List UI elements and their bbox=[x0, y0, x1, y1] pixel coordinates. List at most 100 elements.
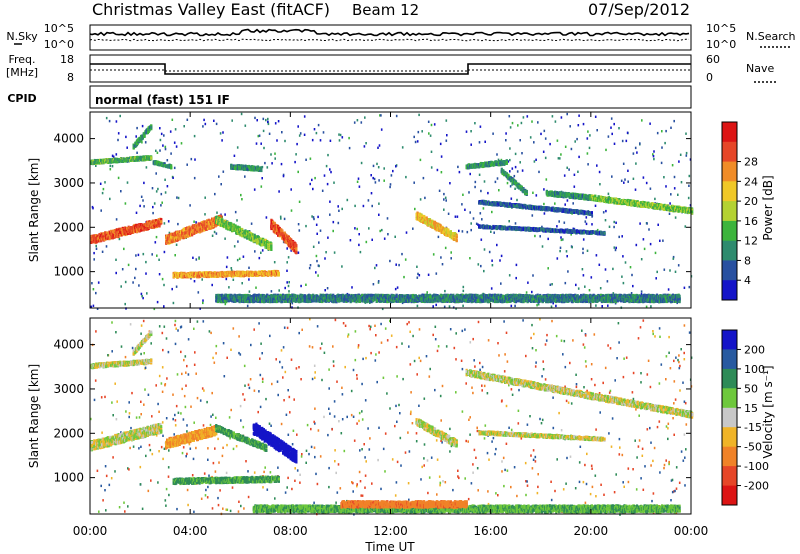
power-noise-cell bbox=[329, 214, 331, 216]
power-noise-cell bbox=[305, 225, 307, 227]
power-noise-cell bbox=[118, 177, 120, 179]
power-noise-cell bbox=[669, 213, 671, 215]
power-noise-cell bbox=[665, 185, 667, 187]
power-noise-cell bbox=[591, 223, 593, 225]
power-noise-cell bbox=[152, 206, 154, 208]
power-noise-cell bbox=[194, 135, 196, 137]
power-noise-cell bbox=[536, 194, 538, 196]
power-noise-cell bbox=[655, 277, 657, 279]
power-noise-cell bbox=[517, 170, 519, 172]
power-noise-cell bbox=[312, 188, 314, 190]
power-noise-cell bbox=[96, 248, 98, 250]
power-noise-cell bbox=[627, 132, 629, 134]
power-noise-cell bbox=[649, 123, 651, 125]
power-noise-cell bbox=[297, 171, 299, 173]
power-noise-cell bbox=[450, 257, 452, 259]
power-noise-cell bbox=[284, 140, 286, 142]
power-noise-cell bbox=[558, 157, 560, 159]
power-noise-cell bbox=[338, 133, 340, 135]
power-noise-cell bbox=[434, 123, 436, 125]
power-noise-cell bbox=[527, 115, 529, 117]
power-noise-cell bbox=[613, 221, 615, 223]
power-noise-cell bbox=[673, 258, 675, 260]
power-noise-cell bbox=[359, 186, 361, 188]
power-noise-cell bbox=[532, 214, 534, 216]
power-noise-cell bbox=[653, 150, 655, 152]
power-noise-cell bbox=[228, 286, 230, 288]
power-noise-cell bbox=[559, 157, 561, 159]
power-noise-cell bbox=[165, 148, 167, 150]
power-noise-cell bbox=[267, 121, 269, 123]
power-noise-cell bbox=[587, 163, 589, 165]
power-noise-cell bbox=[311, 179, 313, 181]
power-noise-cell bbox=[677, 194, 679, 196]
power-noise-cell bbox=[678, 160, 680, 162]
power-noise-cell bbox=[357, 119, 359, 121]
noise-right-tick-top: 10^5 bbox=[706, 22, 736, 35]
power-noise-cell bbox=[463, 286, 465, 288]
power-noise-cell bbox=[163, 284, 165, 286]
power-noise-cell bbox=[565, 282, 567, 284]
power-noise-cell bbox=[152, 187, 154, 189]
power-noise-cell bbox=[323, 131, 325, 133]
power-noise-cell bbox=[635, 162, 637, 164]
power-noise-cell bbox=[310, 158, 312, 160]
power-noise-cell bbox=[474, 186, 476, 188]
power-noise-cell bbox=[162, 144, 164, 146]
power-noise-cell bbox=[468, 191, 470, 193]
power-noise-cell bbox=[163, 134, 165, 136]
power-noise-cell bbox=[595, 205, 597, 207]
power-noise-cell bbox=[202, 125, 204, 127]
power-noise-cell bbox=[342, 136, 344, 138]
power-noise-cell bbox=[191, 158, 193, 160]
power-noise-cell bbox=[134, 277, 136, 279]
power-noise-cell bbox=[684, 287, 686, 289]
power-noise-cell bbox=[387, 233, 389, 235]
power-noise-cell bbox=[281, 131, 283, 133]
power-noise-cell bbox=[611, 175, 613, 177]
power-noise-cell bbox=[274, 261, 276, 263]
power-noise-cell bbox=[145, 141, 147, 143]
power-noise-cell bbox=[286, 247, 288, 249]
power-noise-cell bbox=[567, 199, 569, 201]
power-noise-cell bbox=[560, 153, 562, 155]
power-noise-cell bbox=[462, 230, 464, 232]
freq-unit-label: [MHz] bbox=[6, 66, 38, 79]
power-noise-cell bbox=[605, 219, 607, 221]
power-noise-cell bbox=[610, 127, 612, 129]
power-noise-cell bbox=[110, 168, 112, 170]
power-noise-cell bbox=[378, 214, 380, 216]
power-noise-cell bbox=[608, 193, 610, 195]
power-noise-cell bbox=[271, 290, 273, 292]
power-noise-cell bbox=[446, 140, 448, 142]
noise-left-tick-top: 10^5 bbox=[44, 22, 74, 35]
power-noise-cell bbox=[235, 211, 237, 213]
power-cell bbox=[143, 135, 145, 138]
power-noise-cell bbox=[329, 201, 331, 203]
power-noise-cell bbox=[423, 177, 425, 179]
power-noise-cell bbox=[122, 268, 124, 270]
power-noise-cell bbox=[318, 124, 320, 126]
power-noise-cell bbox=[389, 260, 391, 262]
power-noise-cell bbox=[534, 235, 536, 237]
power-noise-cell bbox=[564, 222, 566, 224]
power-noise-cell bbox=[535, 159, 537, 161]
power-noise-cell bbox=[635, 189, 637, 191]
power-noise-cell bbox=[545, 157, 547, 159]
power-noise-cell bbox=[557, 257, 559, 259]
power-noise-cell bbox=[470, 144, 472, 146]
power-noise-cell bbox=[194, 177, 196, 179]
power-noise-cell bbox=[156, 236, 158, 238]
power-noise-cell bbox=[358, 178, 360, 180]
power-noise-cell bbox=[413, 136, 415, 138]
power-noise-cell bbox=[681, 181, 683, 183]
power-noise-cell bbox=[498, 189, 500, 191]
power-noise-cell bbox=[363, 205, 365, 207]
power-noise-cell bbox=[378, 166, 380, 168]
power-noise-cell bbox=[583, 123, 585, 125]
power-noise-cell bbox=[313, 246, 315, 248]
power-noise-cell bbox=[317, 274, 319, 276]
power-noise-cell bbox=[110, 165, 112, 167]
power-noise-cell bbox=[248, 278, 250, 280]
